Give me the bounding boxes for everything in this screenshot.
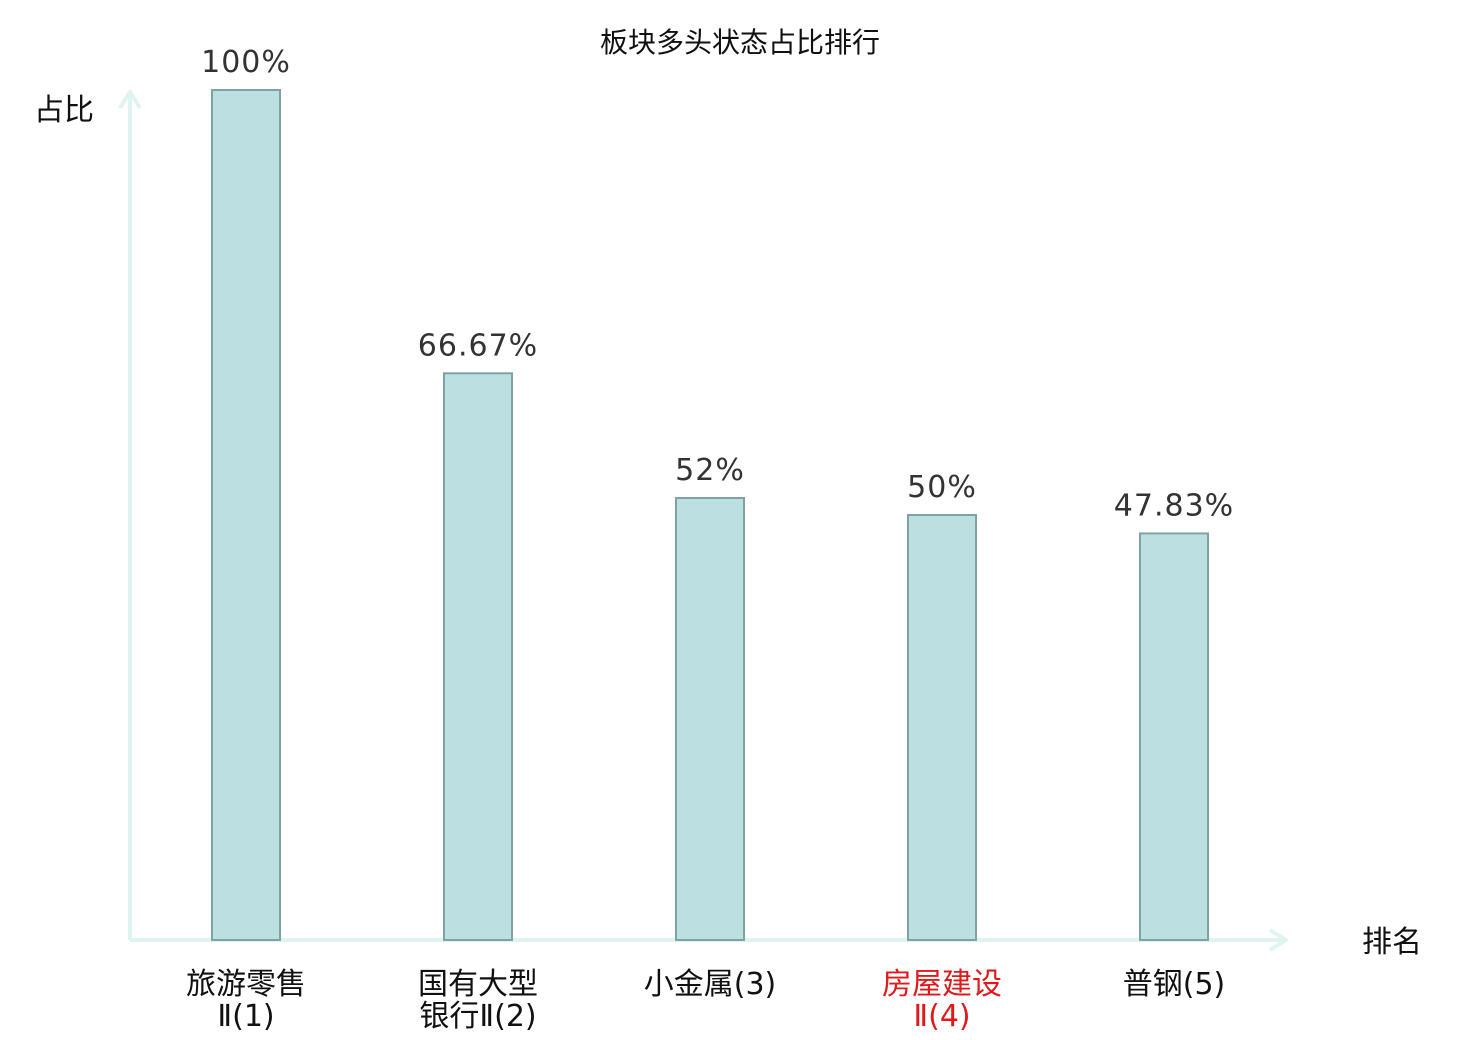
- bar: [1139, 532, 1209, 941]
- value-labels-group: 100% 66.67% 52% 50% 47.83%: [201, 45, 1234, 523]
- category-label-line2: Ⅱ(4): [913, 999, 970, 1034]
- chart-title: 板块多头状态占比排行: [600, 26, 880, 59]
- category-label: 国有大型: [418, 967, 538, 1002]
- category-label: 普钢(5): [1123, 967, 1226, 1002]
- bar-value-label: 100%: [201, 45, 291, 80]
- bar: [675, 497, 745, 941]
- x-axis-label: 排名: [1362, 925, 1422, 960]
- bar-value-label: 66.67%: [418, 328, 538, 363]
- category-label: 小金属(3): [644, 967, 777, 1002]
- category-label: 房屋建设: [882, 967, 1002, 1002]
- category-label-line2: Ⅱ(1): [217, 999, 274, 1034]
- bar: [907, 514, 977, 941]
- y-axis: [118, 90, 142, 940]
- bar-value-label: 50%: [907, 470, 977, 505]
- bar: [443, 372, 513, 941]
- category-label-line2: 银行Ⅱ(2): [419, 999, 536, 1034]
- bar: [211, 89, 281, 941]
- bars-group: [211, 89, 1209, 941]
- y-axis-label: 占比: [34, 93, 94, 128]
- category-label: 旅游零售: [186, 967, 306, 1002]
- bar-value-label: 47.83%: [1114, 488, 1234, 523]
- bar-value-label: 52%: [675, 453, 745, 488]
